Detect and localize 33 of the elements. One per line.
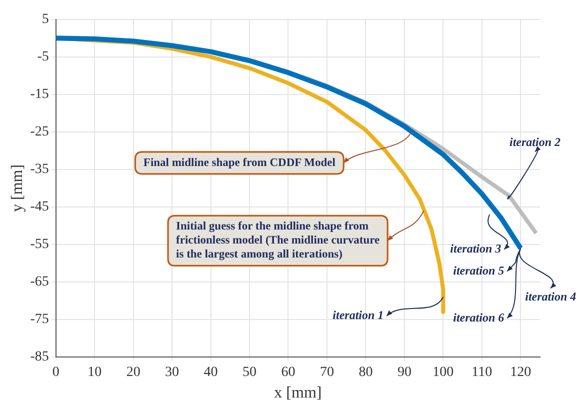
x-tick-label: 30 — [165, 365, 180, 380]
y-tick-label: -25 — [30, 124, 49, 140]
annotation: iteration 6 — [453, 310, 504, 324]
annotation: Initial guess for the midline shape from frictionless model (The midline curvature is the largest among all iterations) — [176, 220, 380, 261]
x-tick-label: 50 — [242, 365, 257, 380]
annotation: iteration 4 — [525, 289, 576, 304]
y-tick-label: -85 — [30, 350, 49, 365]
x-axis-title: x [mm] — [274, 384, 322, 402]
y-axis-title: y [mm] — [8, 164, 26, 212]
x-tick-label: 40 — [204, 365, 218, 380]
annotation: iteration 5 — [453, 263, 504, 278]
x-tick-label: 120 — [510, 365, 532, 380]
annotation: iteration 1 — [332, 308, 384, 322]
x-tick-label: 10 — [88, 365, 102, 380]
y-tick-label: 5 — [42, 12, 49, 28]
x-tick-label: 80 — [358, 365, 373, 380]
y-tick-label: -65 — [30, 274, 49, 290]
x-tick-label: 90 — [397, 365, 412, 380]
x-tick-label: 20 — [126, 365, 140, 380]
y-tick-label: -35 — [30, 162, 49, 178]
y-tick-label: -15 — [30, 87, 49, 102]
x-tick-label: 110 — [472, 365, 492, 380]
x-tick-label: 60 — [281, 365, 296, 380]
x-tick-label: 0 — [52, 365, 60, 380]
x-tick-label: 100 — [432, 365, 454, 380]
y-tick-label: -45 — [30, 200, 49, 215]
y-tick-label: -5 — [37, 50, 49, 65]
annotation: Final midline shape from CDDF Model — [143, 156, 336, 169]
y-tick-label: -75 — [30, 312, 49, 328]
annotation: iteration 2 — [510, 134, 561, 149]
annotation: iteration 3 — [450, 242, 502, 256]
y-tick-label: -55 — [30, 237, 49, 252]
x-tick-label: 70 — [320, 365, 334, 380]
